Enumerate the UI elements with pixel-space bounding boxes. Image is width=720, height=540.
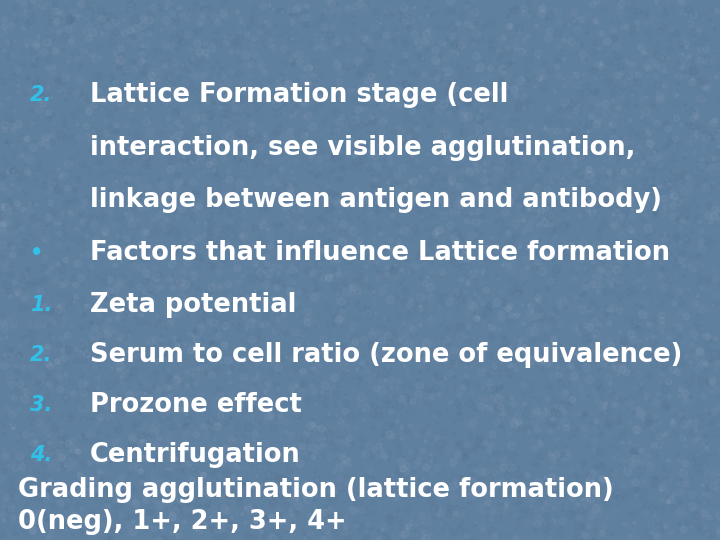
Text: 1.: 1. (30, 295, 53, 315)
Text: Grading agglutination (lattice formation): Grading agglutination (lattice formation… (18, 477, 613, 503)
Text: Serum to cell ratio (zone of equivalence): Serum to cell ratio (zone of equivalence… (90, 342, 683, 368)
Text: Centrifugation: Centrifugation (90, 442, 301, 468)
Text: interaction, see visible agglutination,: interaction, see visible agglutination, (90, 135, 635, 161)
Text: linkage between antigen and antibody): linkage between antigen and antibody) (90, 187, 662, 213)
Text: 0(neg), 1+, 2+, 3+, 4+: 0(neg), 1+, 2+, 3+, 4+ (18, 509, 346, 535)
Text: 2.: 2. (30, 345, 53, 365)
Text: Lattice Formation stage (cell: Lattice Formation stage (cell (90, 82, 508, 108)
Text: 3.: 3. (30, 395, 53, 415)
Text: Prozone effect: Prozone effect (90, 392, 302, 418)
Text: Factors that influence Lattice formation: Factors that influence Lattice formation (90, 240, 670, 266)
Text: 2.: 2. (30, 85, 53, 105)
Text: •: • (30, 243, 43, 263)
Text: 4.: 4. (30, 445, 53, 465)
Text: Zeta potential: Zeta potential (90, 292, 297, 318)
